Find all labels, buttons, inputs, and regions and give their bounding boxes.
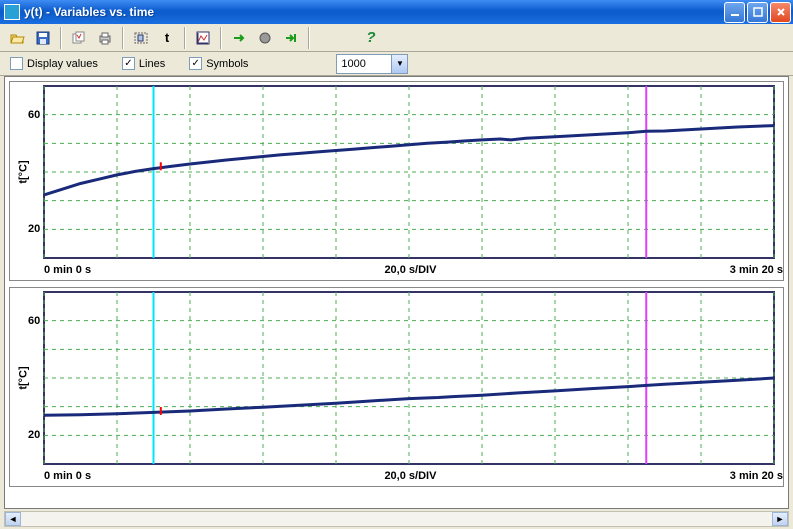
x-label-right: 3 min 20 s [730,264,783,276]
toolbar-separator [184,27,186,49]
title-bar: y(t) - Variables vs. time [0,0,793,24]
checkbox-icon: ✓ [189,57,202,70]
print-icon[interactable] [94,27,116,49]
symbols-checkbox[interactable]: ✓ Symbols [189,57,248,70]
maximize-button[interactable] [747,2,768,23]
toolbar-separator [122,27,124,49]
window-controls [724,2,791,23]
display-values-label: Display values [27,58,98,70]
symbols-label: Symbols [206,58,248,70]
plot-area: t[°C] 20 60 0 min 0 s 20,0 s/DIV 3 min 20… [4,76,789,509]
save-icon[interactable] [32,27,54,49]
lines-checkbox[interactable]: ✓ Lines [122,57,165,70]
x-label-right: 3 min 20 s [730,470,783,482]
combo-value: 1000 [337,58,391,70]
scroll-track[interactable] [21,512,772,526]
chevron-down-icon[interactable]: ▼ [391,55,407,73]
time-axis-icon[interactable]: t [156,27,178,49]
interval-combo[interactable]: 1000 ▼ [336,54,408,74]
copy-chart-icon[interactable] [68,27,90,49]
toolbar-separator [220,27,222,49]
x-label-left: 0 min 0 s [44,264,91,276]
app-icon [4,4,20,20]
open-icon[interactable] [6,27,28,49]
y-tick-label: 20 [28,223,40,235]
record-icon[interactable] [254,27,276,49]
chart-1: t[°C] 20 60 0 min 0 s 20,0 s/DIV 3 min 20… [9,81,784,281]
display-values-checkbox[interactable]: Display values [10,57,98,70]
minimize-button[interactable] [724,2,745,23]
y-tick-label: 60 [28,109,40,121]
options-bar: Display values ✓ Lines ✓ Symbols 1000 ▼ [0,52,793,76]
zoom-region-icon[interactable] [130,27,152,49]
y-axis-label: t[°C] [18,366,30,389]
lines-label: Lines [139,58,165,70]
scroll-right-button[interactable]: ► [772,512,788,526]
chart-canvas[interactable] [10,288,778,468]
toolbar: t ? [0,24,793,52]
x-label-center: 20,0 s/DIV [384,470,436,482]
checkbox-icon [10,57,23,70]
toolbar-separator [308,27,310,49]
x-label-left: 0 min 0 s [44,470,91,482]
run-icon[interactable] [228,27,250,49]
y-axis-label: t[°C] [18,160,30,183]
horizontal-scrollbar[interactable]: ◄ ► [4,511,789,527]
y-tick-label: 60 [28,315,40,327]
chart-2: t[°C] 20 60 0 min 0 s 20,0 s/DIV 3 min 20… [9,287,784,487]
autoscale-icon[interactable] [192,27,214,49]
step-icon[interactable] [280,27,302,49]
y-tick-label: 20 [28,429,40,441]
x-label-center: 20,0 s/DIV [384,264,436,276]
chart-canvas[interactable] [10,82,778,262]
toolbar-separator [60,27,62,49]
x-axis-labels: 0 min 0 s 20,0 s/DIV 3 min 20 s [10,468,783,482]
checkbox-icon: ✓ [122,57,135,70]
close-button[interactable] [770,2,791,23]
x-axis-labels: 0 min 0 s 20,0 s/DIV 3 min 20 s [10,262,783,276]
window-title: y(t) - Variables vs. time [24,5,724,19]
help-icon[interactable]: ? [360,27,382,49]
scroll-left-button[interactable]: ◄ [5,512,21,526]
